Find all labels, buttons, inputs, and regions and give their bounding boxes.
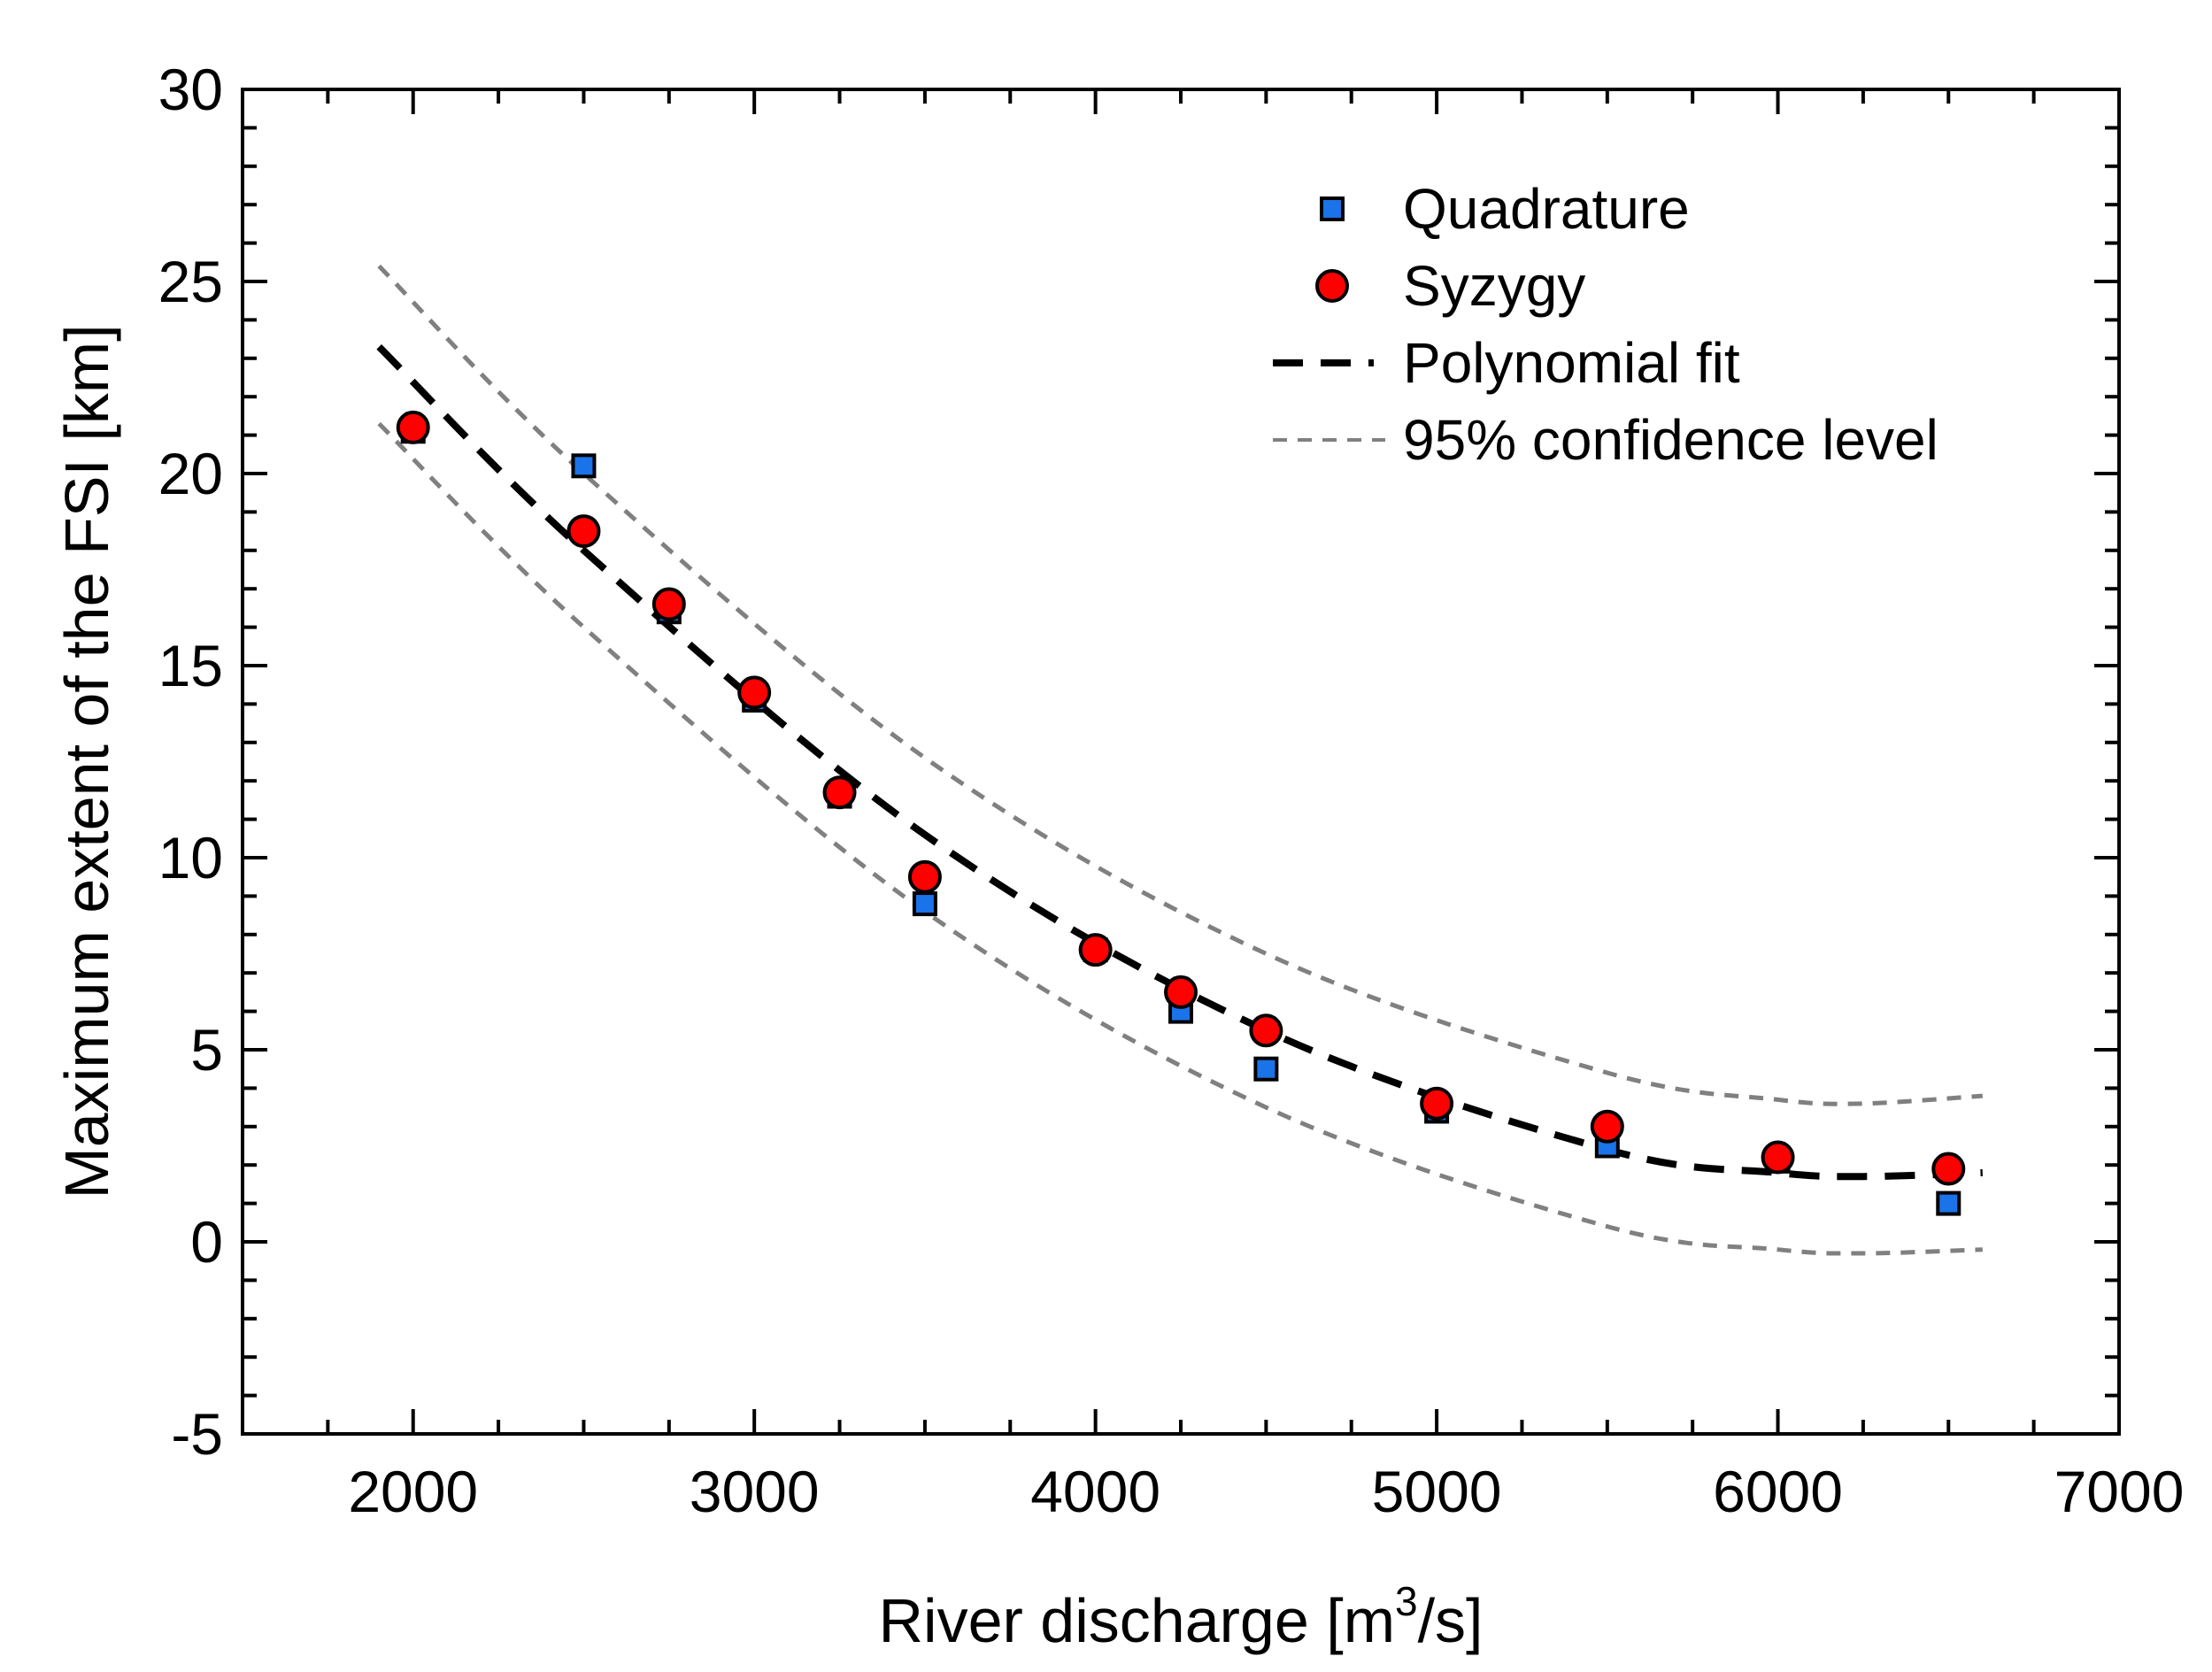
y-tick-label: 20	[158, 441, 223, 506]
quadrature-point	[912, 891, 937, 917]
labels-layer: 2000 3000 4000 5000 6000 7000 -5 0 5 10 15 20 25 30 Ri…	[52, 57, 2184, 1655]
legend-syzygy-marker	[1315, 269, 1349, 303]
y-tick-label: 10	[158, 825, 223, 890]
syzygy-point	[822, 775, 857, 810]
syzygy-point	[1078, 933, 1113, 967]
x-tick-label: 4000	[1030, 1459, 1160, 1524]
x-axis-title: River discharge [m3/s]	[878, 1578, 1483, 1655]
points-layer	[396, 410, 1966, 1216]
y-tick-label: 15	[158, 633, 223, 698]
y-tick-label: -5	[171, 1401, 223, 1467]
x-tick-label: 6000	[1713, 1459, 1843, 1524]
syzygy-point	[1590, 1109, 1624, 1144]
quadrature-point	[571, 453, 597, 479]
legend-syzygy-label: Syzygy	[1403, 254, 1585, 318]
y-tick-label: 30	[158, 57, 223, 122]
y-tick-label: 0	[190, 1209, 223, 1275]
polynomial-fit-line	[376, 343, 1983, 1181]
syzygy-point	[1931, 1152, 1966, 1186]
x-tick-label: 5000	[1372, 1459, 1502, 1524]
confidence-upper-line	[377, 264, 1983, 1106]
x-tick-label: 3000	[690, 1459, 820, 1524]
legend-confidence-label: 95% confidence level	[1403, 408, 1938, 472]
curves-layer	[376, 264, 1983, 1256]
confidence-lower-line	[377, 421, 1983, 1256]
legend-quadrature-marker	[1320, 196, 1345, 221]
syzygy-point	[1420, 1086, 1454, 1121]
legend-fit-label: Polynomial fit	[1403, 331, 1740, 395]
y-tick-label: 25	[158, 249, 223, 314]
syzygy-point	[1249, 1013, 1283, 1048]
syzygy-point	[907, 859, 942, 894]
x-tick-label: 7000	[2054, 1459, 2185, 1524]
syzygy-point	[566, 514, 601, 549]
quadrature-point	[1936, 1190, 1962, 1216]
y-tick-label: 5	[190, 1017, 223, 1083]
syzygy-point	[737, 675, 772, 710]
syzygy-point	[651, 587, 686, 621]
syzygy-point	[396, 410, 430, 444]
x-tick-label: 2000	[348, 1459, 478, 1524]
syzygy-point	[1761, 1140, 1795, 1175]
legend-quadrature-label: Quadrature	[1403, 177, 1690, 241]
plot-frame	[241, 88, 2121, 1436]
legend: Quadrature Syzygy Polynomial fit 95% confid…	[1273, 177, 1938, 472]
axes-layer	[241, 88, 2121, 1436]
y-axis-title: Maximum extent of the FSI [km]	[52, 324, 121, 1198]
syzygy-point	[1164, 975, 1198, 1009]
quadrature-point	[1253, 1056, 1279, 1082]
